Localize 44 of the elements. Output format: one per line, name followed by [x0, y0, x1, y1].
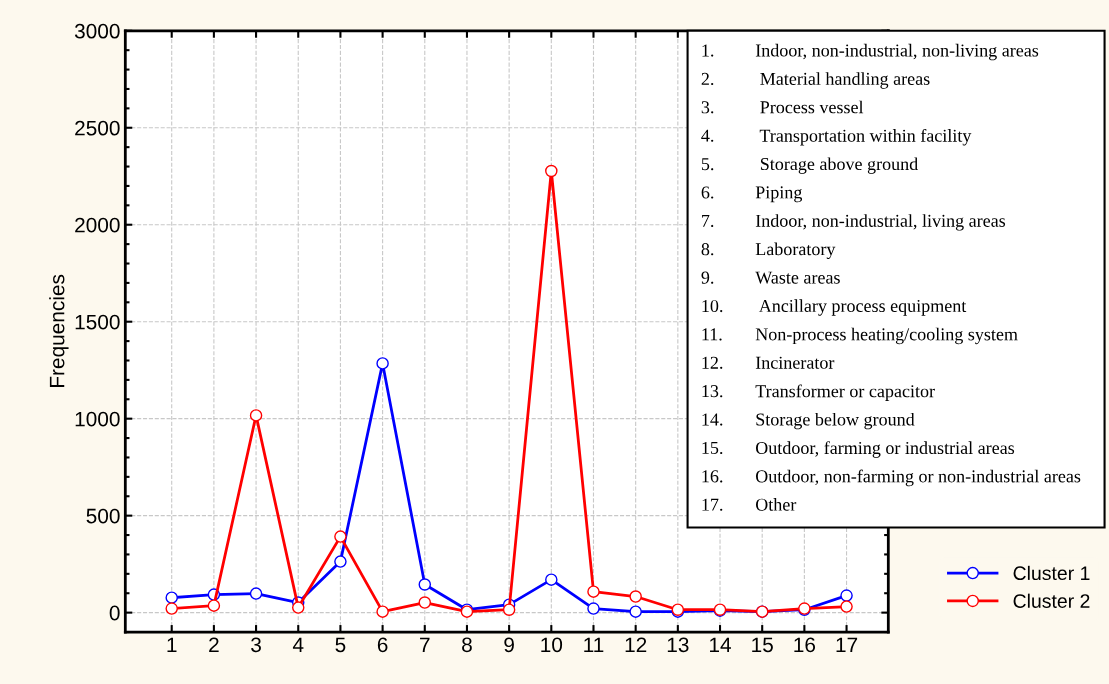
x-tick-label: 16: [794, 637, 816, 653]
x-tick-label: 3: [251, 637, 261, 653]
legend-label: Cluster 2: [1013, 593, 1090, 608]
text: 11. Non-process heating/cooling system: [702, 327, 1018, 345]
x-tick-label: 10: [541, 637, 563, 653]
x-tick-label: 11: [584, 637, 604, 652]
text: 17. Other: [702, 498, 797, 511]
text: 1. Indoor, non-industrial, non-living areas: [702, 43, 1039, 61]
text: 14. Storage below ground: [702, 412, 915, 430]
text: 13. Transformer or capacitor: [702, 384, 935, 401]
text: 6. Piping: [701, 186, 803, 203]
y-tick-label: 2000: [75, 217, 120, 233]
x-tick-label: 12: [625, 637, 647, 652]
text: 3. Process vessel: [701, 100, 864, 114]
text: 8. Laboratory: [701, 242, 836, 259]
x-tick-label: 15: [752, 637, 773, 653]
x-tick-label: 14: [710, 637, 731, 652]
x-tick-label: 6: [377, 637, 388, 653]
x-tick-label: 4: [292, 637, 304, 652]
text: 15. Outdoor, farming or industrial areas: [702, 441, 1015, 458]
y-tick-label: 3000: [74, 23, 120, 39]
text: 4. Transportation within facility: [701, 128, 972, 146]
text: 2. Material handling areas: [701, 72, 930, 89]
text: 9. Waste areas: [701, 271, 840, 284]
text: 16. Outdoor, non-farming or non-industrial areas: [702, 469, 1081, 487]
x-tick-label: 9: [504, 637, 514, 653]
x-tick-label: 8: [462, 637, 472, 653]
text: 12. Incinerator: [702, 356, 835, 369]
y-tick-label: 500: [86, 508, 120, 524]
text: 10. Ancillary process equipment: [702, 299, 967, 316]
legend-label: Cluster 1: [1013, 565, 1090, 581]
x-tick-label: 5: [335, 637, 346, 653]
x-tick-label: 1: [167, 637, 177, 652]
x-tick-label: 7: [420, 637, 430, 652]
x-tick-label: 17: [836, 637, 858, 652]
y-tick-label: 1500: [75, 314, 120, 330]
x-tick-label: 13: [667, 637, 689, 653]
x-tick-label: 2: [209, 637, 219, 652]
y-tick-label: 0: [109, 605, 120, 621]
text: 7. Indoor, non-industrial, living areas: [702, 214, 1006, 231]
text: 5. Storage above ground: [701, 157, 918, 174]
y-tick-label: 1000: [75, 411, 120, 427]
y-axis-title: Frequencies: [49, 274, 69, 388]
y-tick-label: 2500: [75, 120, 120, 136]
